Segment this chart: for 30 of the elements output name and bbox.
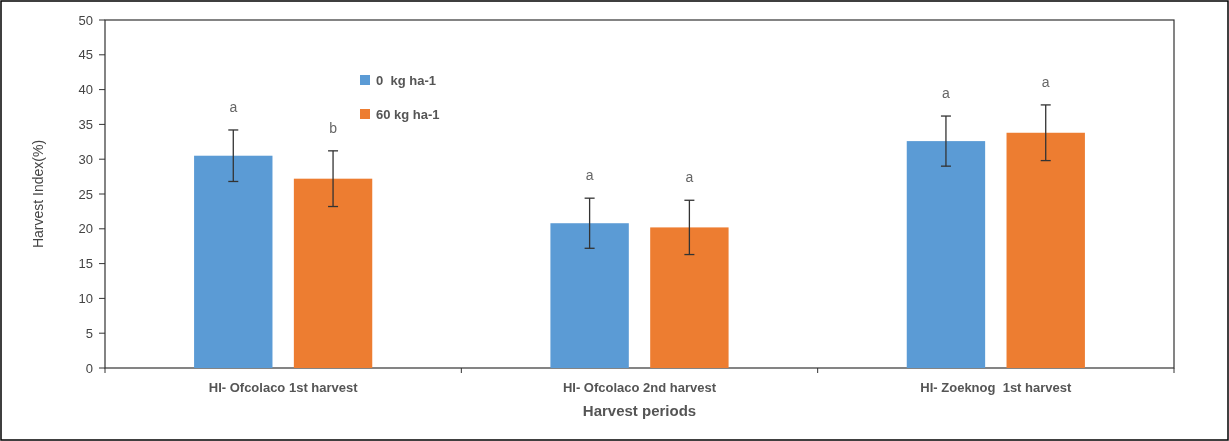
y-tick-label: 50 bbox=[78, 12, 93, 28]
annotation: a bbox=[229, 98, 238, 115]
bar bbox=[650, 227, 729, 368]
y-tick-label: 0 bbox=[85, 360, 93, 376]
x-tick-label: HI- Ofcolaco 1st harvest bbox=[208, 380, 359, 395]
legend-label: 0 kg ha-1 bbox=[376, 72, 436, 88]
y-tick-label: 40 bbox=[78, 82, 93, 98]
annotation: a bbox=[1041, 73, 1050, 90]
y-tick-label: 20 bbox=[78, 221, 93, 237]
x-tick-label: HI- Ofcolaco 2nd harvest bbox=[562, 380, 717, 395]
bar bbox=[550, 223, 629, 368]
y-tick-label: 10 bbox=[78, 290, 93, 306]
annotation: a bbox=[685, 169, 694, 186]
y-tick-label: 30 bbox=[78, 151, 93, 167]
annotation: a bbox=[942, 85, 951, 102]
bar bbox=[293, 178, 373, 368]
y-tick-label: 25 bbox=[78, 186, 93, 202]
annotation: a bbox=[585, 167, 594, 184]
bar bbox=[1006, 132, 1085, 368]
bar bbox=[194, 155, 273, 368]
bar bbox=[906, 141, 986, 368]
x-axis-title: Harvest periods bbox=[582, 402, 697, 419]
y-tick-label: 15 bbox=[78, 256, 93, 272]
annotation: b bbox=[329, 119, 338, 136]
x-tick-label: HI- Zoeknog 1st harvest bbox=[920, 380, 1072, 395]
legend-label: 60 kg ha-1 bbox=[376, 106, 440, 122]
y-tick-label: 45 bbox=[78, 47, 93, 63]
y-axis-title: Harvest Index(%) bbox=[30, 139, 46, 249]
y-tick-label: 5 bbox=[85, 325, 93, 341]
y-tick-label: 35 bbox=[78, 116, 93, 132]
